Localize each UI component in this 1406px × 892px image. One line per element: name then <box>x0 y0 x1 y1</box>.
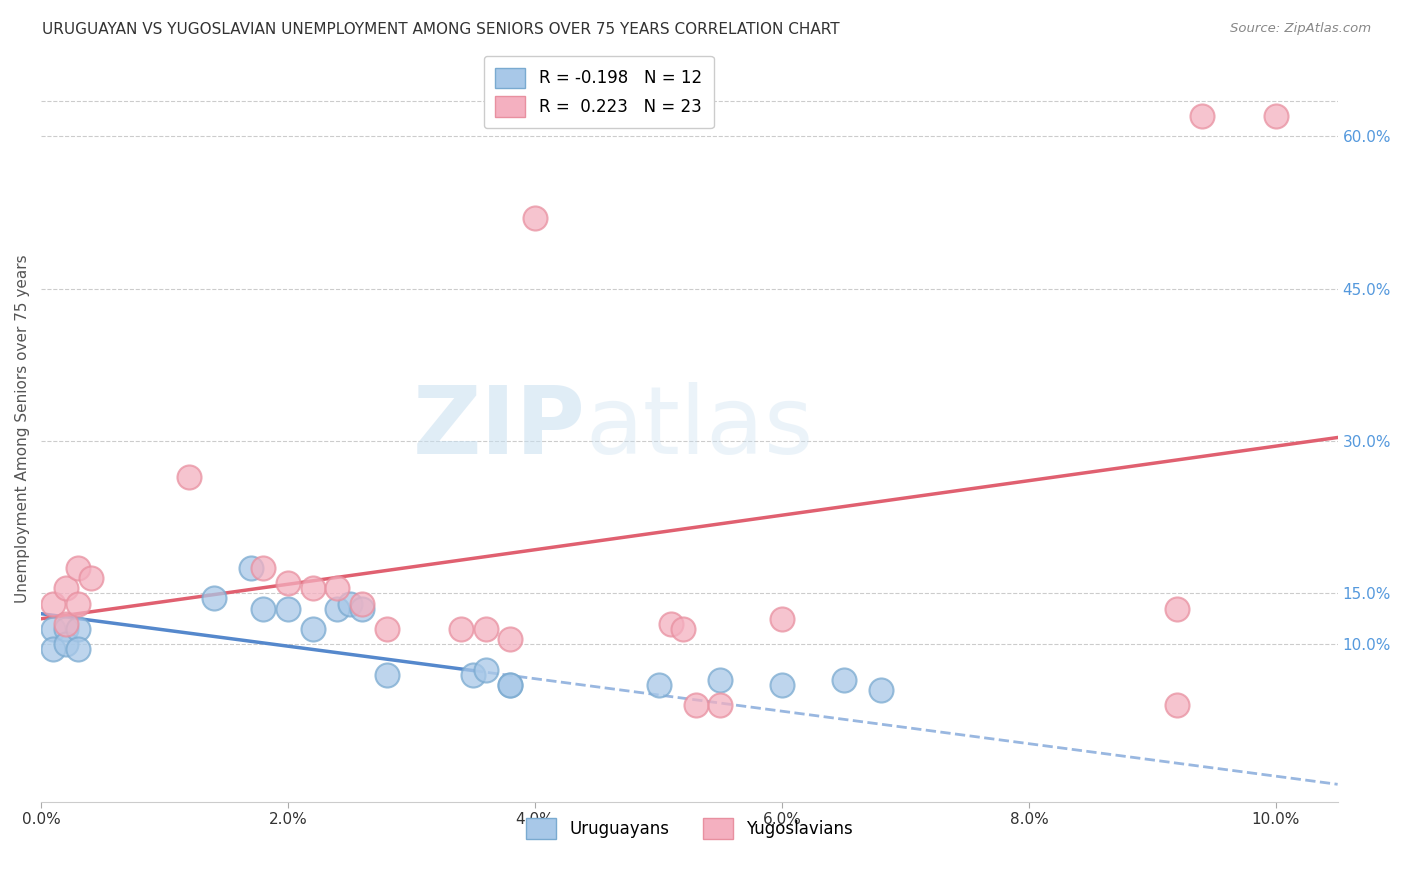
Point <box>79 571 101 585</box>
Point <box>709 698 731 712</box>
Point <box>709 673 731 687</box>
Point <box>1191 109 1213 123</box>
Point <box>179 469 201 483</box>
Point <box>450 622 472 636</box>
Point <box>1264 109 1286 123</box>
Point <box>301 622 323 636</box>
Point <box>42 622 65 636</box>
Text: ZIP: ZIP <box>413 383 586 475</box>
Point <box>524 211 547 225</box>
Point <box>55 582 77 596</box>
Point <box>42 597 65 611</box>
Point <box>375 622 398 636</box>
Point <box>326 582 349 596</box>
Point <box>499 632 522 646</box>
Text: atlas: atlas <box>586 383 814 475</box>
Point <box>55 637 77 651</box>
Point <box>42 642 65 657</box>
Point <box>301 582 323 596</box>
Point <box>55 616 77 631</box>
Point <box>352 597 374 611</box>
Point <box>832 673 855 687</box>
Point <box>647 678 669 692</box>
Y-axis label: Unemployment Among Seniors over 75 years: Unemployment Among Seniors over 75 years <box>15 254 30 603</box>
Point <box>339 597 361 611</box>
Point <box>55 622 77 636</box>
Point <box>67 642 90 657</box>
Point <box>770 678 793 692</box>
Point <box>1166 601 1188 615</box>
Text: URUGUAYAN VS YUGOSLAVIAN UNEMPLOYMENT AMONG SENIORS OVER 75 YEARS CORRELATION CH: URUGUAYAN VS YUGOSLAVIAN UNEMPLOYMENT AM… <box>42 22 839 37</box>
Point <box>352 601 374 615</box>
Point <box>1166 698 1188 712</box>
Point <box>277 601 299 615</box>
Point <box>499 678 522 692</box>
Point <box>252 561 274 575</box>
Point <box>67 622 90 636</box>
Point <box>474 663 496 677</box>
Point <box>659 616 682 631</box>
Text: Source: ZipAtlas.com: Source: ZipAtlas.com <box>1230 22 1371 36</box>
Point <box>463 667 485 681</box>
Point <box>869 682 891 697</box>
Point <box>240 561 263 575</box>
Point <box>499 678 522 692</box>
Point <box>672 622 695 636</box>
Point <box>202 591 225 606</box>
Point <box>252 601 274 615</box>
Point <box>326 601 349 615</box>
Point <box>67 597 90 611</box>
Point <box>685 698 707 712</box>
Point <box>67 561 90 575</box>
Legend: Uruguayans, Yugoslavians: Uruguayans, Yugoslavians <box>519 812 859 846</box>
Point <box>770 612 793 626</box>
Point <box>277 576 299 591</box>
Point <box>474 622 496 636</box>
Point <box>375 667 398 681</box>
